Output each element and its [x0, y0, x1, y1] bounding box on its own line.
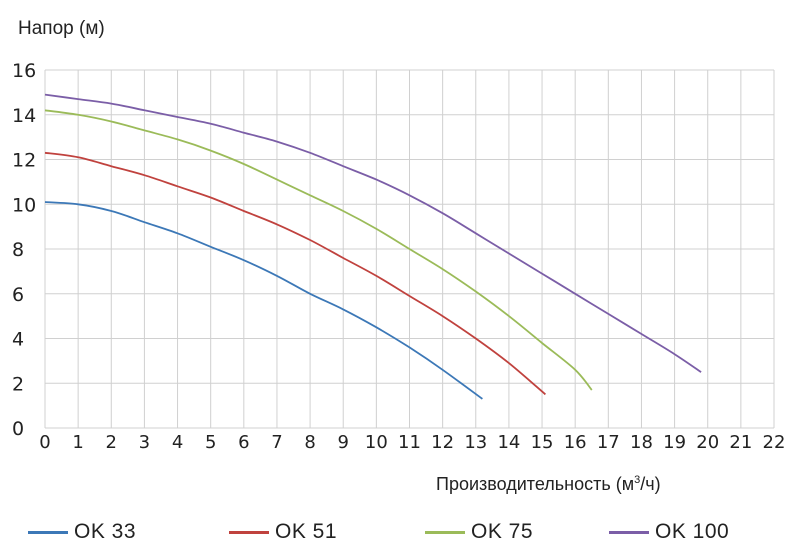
y-tick-label: 10	[12, 194, 36, 216]
grid	[44, 69, 775, 429]
x-axis-title-prefix: Производительность (м	[436, 474, 635, 494]
x-tick-label: 8	[304, 432, 315, 453]
x-tick-label: 5	[205, 432, 216, 453]
legend-item-ok100: OK 100	[609, 520, 729, 544]
legend-item-ok75: OK 75	[425, 520, 533, 544]
x-tick-label: 2	[106, 432, 117, 453]
y-tick-label: 14	[12, 105, 36, 127]
x-tick-label: 3	[139, 432, 150, 453]
legend-label: OK 33	[74, 520, 137, 543]
series-lines	[44, 93, 702, 400]
legend-item-ok33: OK 33	[28, 520, 136, 544]
x-tick-label: 21	[729, 432, 752, 453]
x-tick-labels: 0 1 2 3 4 5 6 7 8 9 10 11 12 13 14 15 16 17 18 19 20 21 22	[39, 432, 785, 453]
x-tick-label: 14	[497, 432, 520, 453]
legend-swatch	[229, 530, 269, 534]
y-tick-label: 6	[12, 284, 24, 306]
x-tick-label: 11	[398, 432, 421, 453]
x-tick-label: 13	[464, 432, 487, 453]
series-line-ok-51	[44, 151, 546, 396]
series-line-ok-33	[44, 201, 483, 400]
y-tick-label: 4	[12, 329, 24, 351]
x-tick-label: 20	[696, 432, 719, 453]
x-tick-label: 17	[597, 432, 620, 453]
x-tick-label: 15	[531, 432, 554, 453]
x-tick-label: 6	[238, 432, 249, 453]
x-tick-label: 0	[39, 432, 50, 453]
x-axis-title: Производительность (м3/ч)	[436, 474, 661, 495]
x-tick-label: 19	[663, 432, 686, 453]
legend-label: OK 100	[655, 520, 730, 543]
y-tick-label: 0	[12, 418, 24, 440]
x-tick-label: 7	[271, 432, 282, 453]
legend-item-ok51: OK 51	[229, 520, 337, 544]
y-tick-label: 8	[12, 239, 24, 261]
x-tick-label: 16	[564, 432, 587, 453]
x-tick-label: 12	[431, 432, 454, 453]
legend-swatch	[425, 530, 465, 534]
x-tick-label: 10	[365, 432, 388, 453]
legend-label: OK 51	[275, 520, 338, 543]
y-tick-label: 16	[12, 60, 36, 82]
legend-swatch	[609, 530, 649, 534]
x-tick-label: 18	[630, 432, 653, 453]
series-line-ok-75	[44, 109, 593, 391]
legend: OK 33 OK 51 OK 75 OK 100	[0, 520, 800, 550]
x-tick-label: 4	[172, 432, 183, 453]
y-tick-label: 2	[12, 373, 24, 395]
x-tick-label: 1	[72, 432, 83, 453]
legend-swatch	[28, 530, 68, 534]
legend-label: OK 75	[471, 520, 534, 543]
series-line-ok-100	[44, 93, 702, 373]
y-tick-label: 12	[12, 150, 36, 172]
y-tick-labels: 0 2 4 6 8 10 12 14 16	[12, 60, 36, 440]
x-axis-title-suffix: /ч)	[640, 474, 661, 494]
x-tick-label: 9	[338, 432, 349, 453]
x-tick-label: 22	[763, 432, 786, 453]
y-axis-title: Напор (м)	[18, 18, 105, 39]
x-axis-title-sup: 3	[634, 474, 641, 486]
